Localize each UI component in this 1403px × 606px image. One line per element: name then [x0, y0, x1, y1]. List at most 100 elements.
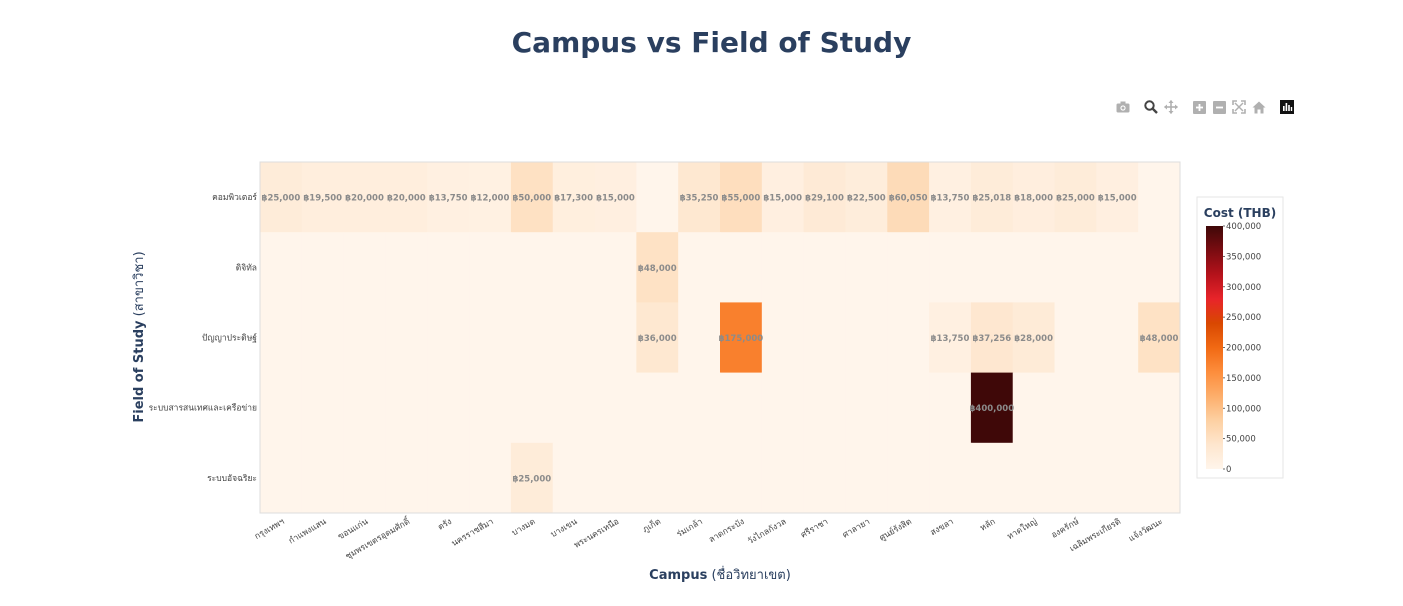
heatmap-cell[interactable] [678, 302, 721, 374]
heatmap-cell[interactable] [929, 232, 972, 303]
heatmap-cell[interactable] [260, 302, 303, 374]
heatmap-cell[interactable] [427, 442, 470, 514]
heatmap-cell[interactable] [761, 232, 805, 303]
heatmap-cell[interactable] [720, 372, 763, 444]
heatmap-cell[interactable] [929, 442, 972, 514]
heatmap-cell[interactable] [427, 232, 470, 303]
heatmap-cell[interactable] [1138, 442, 1181, 514]
heatmap-cell[interactable] [552, 232, 596, 303]
heatmap-cell[interactable] [1012, 372, 1056, 444]
heatmap-cell[interactable] [970, 302, 1014, 374]
heatmap-cell[interactable] [510, 162, 554, 233]
heatmap-cell[interactable] [594, 232, 637, 303]
heatmap-cell[interactable] [1012, 442, 1056, 514]
heatmap-cell[interactable] [720, 162, 763, 233]
heatmap-cell[interactable] [845, 162, 888, 233]
heatmap-cell[interactable] [385, 372, 428, 444]
heatmap-cell[interactable] [510, 372, 554, 444]
heatmap-cell[interactable] [385, 232, 428, 303]
heatmap-cell[interactable] [678, 372, 721, 444]
heatmap-cell[interactable] [720, 232, 763, 303]
heatmap-cell[interactable] [1096, 442, 1139, 514]
heatmap-cell[interactable] [1096, 232, 1139, 303]
heatmap-cell[interactable] [803, 162, 846, 233]
heatmap-cell[interactable] [1138, 232, 1181, 303]
heatmap-cell[interactable] [636, 442, 679, 514]
heatmap-cell[interactable] [970, 232, 1014, 303]
heatmap-cell[interactable] [887, 232, 930, 303]
heatmap-cell[interactable] [636, 302, 679, 374]
heatmap-cell[interactable] [761, 372, 805, 444]
heatmap-cell[interactable] [887, 442, 930, 514]
heatmap-cell[interactable] [510, 232, 554, 303]
heatmap-cell[interactable] [385, 162, 428, 233]
heatmap-cell[interactable] [803, 232, 846, 303]
heatmap-cell[interactable] [1096, 372, 1139, 444]
heatmap-cell[interactable] [1012, 162, 1056, 233]
heatmap-cell[interactable] [469, 302, 512, 374]
heatmap-cell[interactable] [803, 302, 846, 374]
heatmap-cell[interactable] [552, 372, 596, 444]
heatmap-cell[interactable] [301, 442, 345, 514]
heatmap-cell[interactable] [552, 162, 596, 233]
heatmap-cell[interactable] [887, 372, 930, 444]
heatmap-cell[interactable] [427, 372, 470, 444]
heatmap-cell[interactable] [1012, 302, 1056, 374]
heatmap-cell[interactable] [594, 372, 637, 444]
heatmap-cell[interactable] [678, 162, 721, 233]
heatmap-cell[interactable] [469, 372, 512, 444]
heatmap-cell[interactable] [970, 162, 1014, 233]
heatmap-cell[interactable] [1054, 232, 1097, 303]
heatmap-cell[interactable] [636, 372, 679, 444]
heatmap-cell[interactable] [594, 442, 637, 514]
heatmap-cell[interactable] [803, 442, 846, 514]
heatmap-cell[interactable] [343, 162, 386, 233]
heatmap-cell[interactable] [1138, 162, 1181, 233]
heatmap-cell[interactable] [510, 302, 554, 374]
heatmap-cell[interactable] [678, 232, 721, 303]
heatmap-cell[interactable] [845, 442, 888, 514]
heatmap-cell[interactable] [929, 162, 972, 233]
heatmap-cell[interactable] [510, 442, 554, 514]
heatmap-cell[interactable] [678, 442, 721, 514]
heatmap-cell[interactable] [1012, 232, 1056, 303]
heatmap-cell[interactable] [260, 232, 303, 303]
pan-icon[interactable] [1161, 97, 1181, 117]
heatmap-cell[interactable] [845, 232, 888, 303]
heatmap-cell[interactable] [301, 372, 345, 444]
heatmap-cell[interactable] [929, 302, 972, 374]
heatmap-cell[interactable] [1138, 302, 1181, 374]
heatmap-cell[interactable] [1054, 162, 1097, 233]
zoom-in-icon[interactable] [1189, 97, 1209, 117]
heatmap-cell[interactable] [1138, 372, 1181, 444]
heatmap-cell[interactable] [469, 232, 512, 303]
heatmap-cell[interactable] [1096, 162, 1139, 233]
heatmap-cell[interactable] [720, 302, 763, 374]
heatmap-cell[interactable] [469, 162, 512, 233]
heatmap-cell[interactable] [552, 442, 596, 514]
plotly-logo-icon[interactable] [1277, 97, 1297, 117]
heatmap-cell[interactable] [385, 442, 428, 514]
camera-icon[interactable] [1113, 97, 1133, 117]
heatmap-cell[interactable] [636, 232, 679, 303]
heatmap-cell[interactable] [970, 372, 1014, 444]
heatmap-cell[interactable] [343, 302, 386, 374]
heatmap-cell[interactable] [469, 442, 512, 514]
heatmap-cell[interactable] [385, 302, 428, 374]
heatmap-cell[interactable] [929, 372, 972, 444]
heatmap-cell[interactable] [260, 442, 303, 514]
heatmap-cell[interactable] [720, 442, 763, 514]
heatmap-cell[interactable] [301, 232, 345, 303]
heatmap-cell[interactable] [301, 302, 345, 374]
heatmap-cell[interactable] [887, 162, 930, 233]
heatmap-cell[interactable] [970, 442, 1014, 514]
heatmap-cell[interactable] [343, 232, 386, 303]
heatmap-cell[interactable] [427, 302, 470, 374]
heatmap-cell[interactable] [761, 302, 805, 374]
heatmap-cell[interactable] [845, 302, 888, 374]
zoom-icon[interactable] [1141, 97, 1161, 117]
heatmap-cell[interactable] [1054, 442, 1097, 514]
heatmap-cell[interactable] [761, 442, 805, 514]
heatmap-cell[interactable] [887, 302, 930, 374]
heatmap-cell[interactable] [1096, 302, 1139, 374]
